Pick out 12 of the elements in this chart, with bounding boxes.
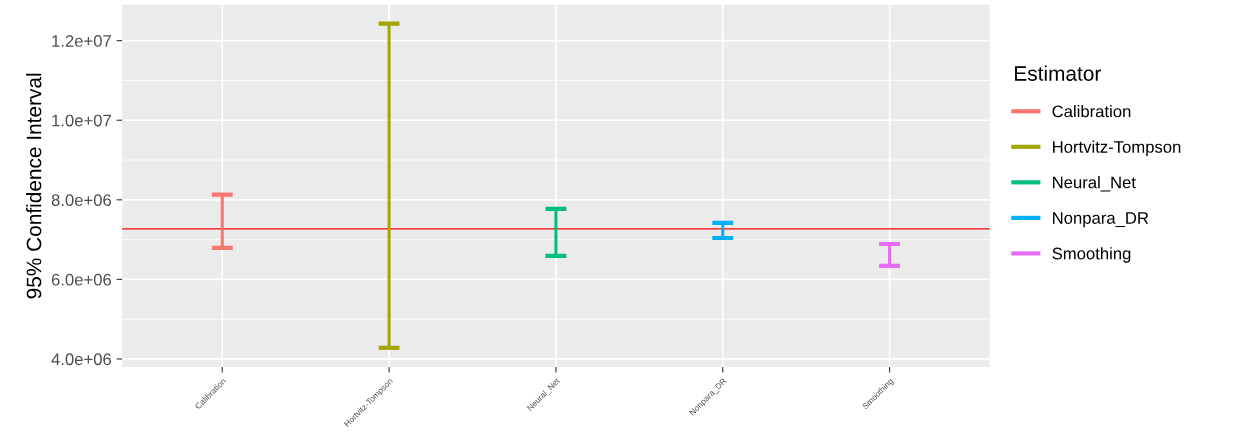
legend-label: Neural_Net — [1053, 176, 1136, 192]
y-tick-label: 6.0e+06 — [51, 273, 112, 286]
y-axis-title: 95% Confidence Interval — [26, 73, 42, 299]
y-tick-label: 1.0e+07 — [52, 114, 111, 127]
legend-label: Smoothing — [1052, 247, 1131, 263]
legend-label: Calibration — [1052, 105, 1131, 118]
legend-label: Nonpara_DR — [1053, 212, 1149, 228]
legend-label: Hortvitz-Tompson — [1053, 140, 1181, 157]
y-tick-label: 8.0e+06 — [51, 194, 112, 207]
y-tick-label: 4.0e+06 — [51, 353, 112, 366]
legend-title: Estimator — [1015, 65, 1101, 81]
y-tick-label: 1.2e+07 — [52, 35, 111, 47]
